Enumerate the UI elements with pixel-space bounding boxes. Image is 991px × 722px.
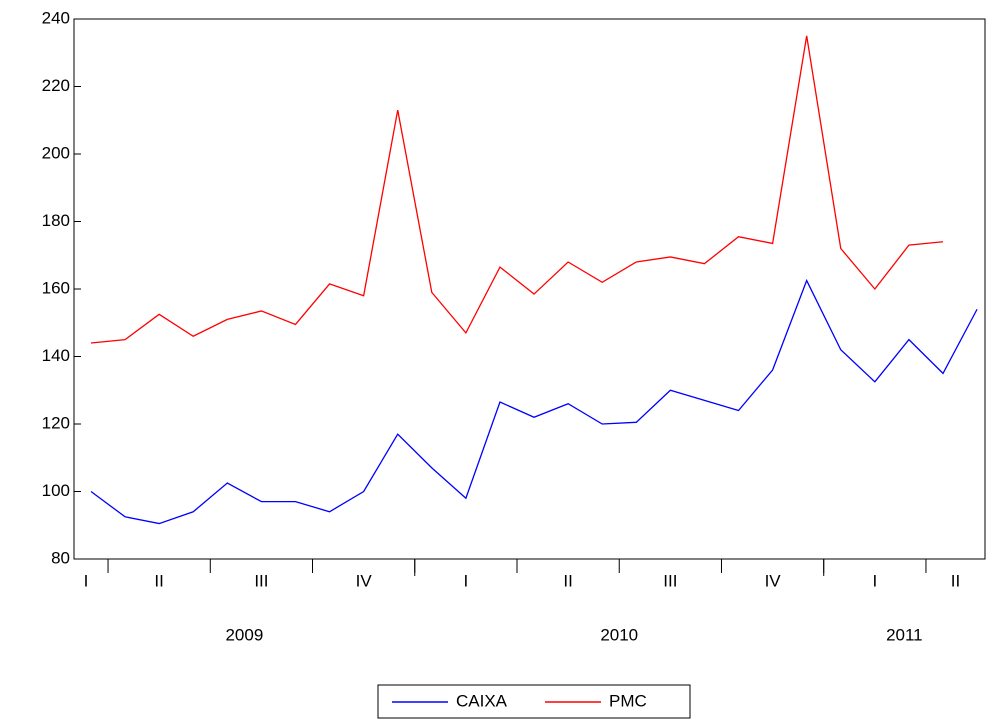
plot-frame bbox=[73, 18, 986, 560]
x-tick-label: IV bbox=[356, 571, 373, 590]
x-tick-label: II bbox=[563, 571, 572, 590]
y-tick-label: 100 bbox=[42, 481, 70, 500]
line-series bbox=[90, 278, 978, 525]
legend-label: CAIXA bbox=[456, 691, 508, 710]
year-label: 2010 bbox=[600, 625, 638, 644]
year-label: 2009 bbox=[225, 625, 263, 644]
y-tick-label: 80 bbox=[51, 548, 70, 567]
y-tick-label: 240 bbox=[42, 8, 70, 27]
legend-label: PMC bbox=[609, 691, 647, 710]
y-tick-label: 180 bbox=[42, 211, 70, 230]
x-tick-label: IV bbox=[765, 571, 782, 590]
x-tick-label: III bbox=[663, 571, 677, 590]
y-tick-label: 200 bbox=[42, 143, 70, 162]
x-tick-label: II bbox=[951, 571, 960, 590]
x-tick-label: I bbox=[464, 571, 469, 590]
x-tick-label: I bbox=[84, 571, 89, 590]
y-tick-label: 120 bbox=[42, 413, 70, 432]
y-tick-label: 220 bbox=[42, 76, 70, 95]
x-tick-label: III bbox=[254, 571, 268, 590]
x-tick-label: I bbox=[872, 571, 877, 590]
line-series bbox=[90, 35, 944, 344]
y-tick-label: 140 bbox=[42, 346, 70, 365]
y-tick-label: 160 bbox=[42, 278, 70, 297]
year-label: 2011 bbox=[886, 625, 923, 644]
x-tick-label: II bbox=[154, 571, 163, 590]
